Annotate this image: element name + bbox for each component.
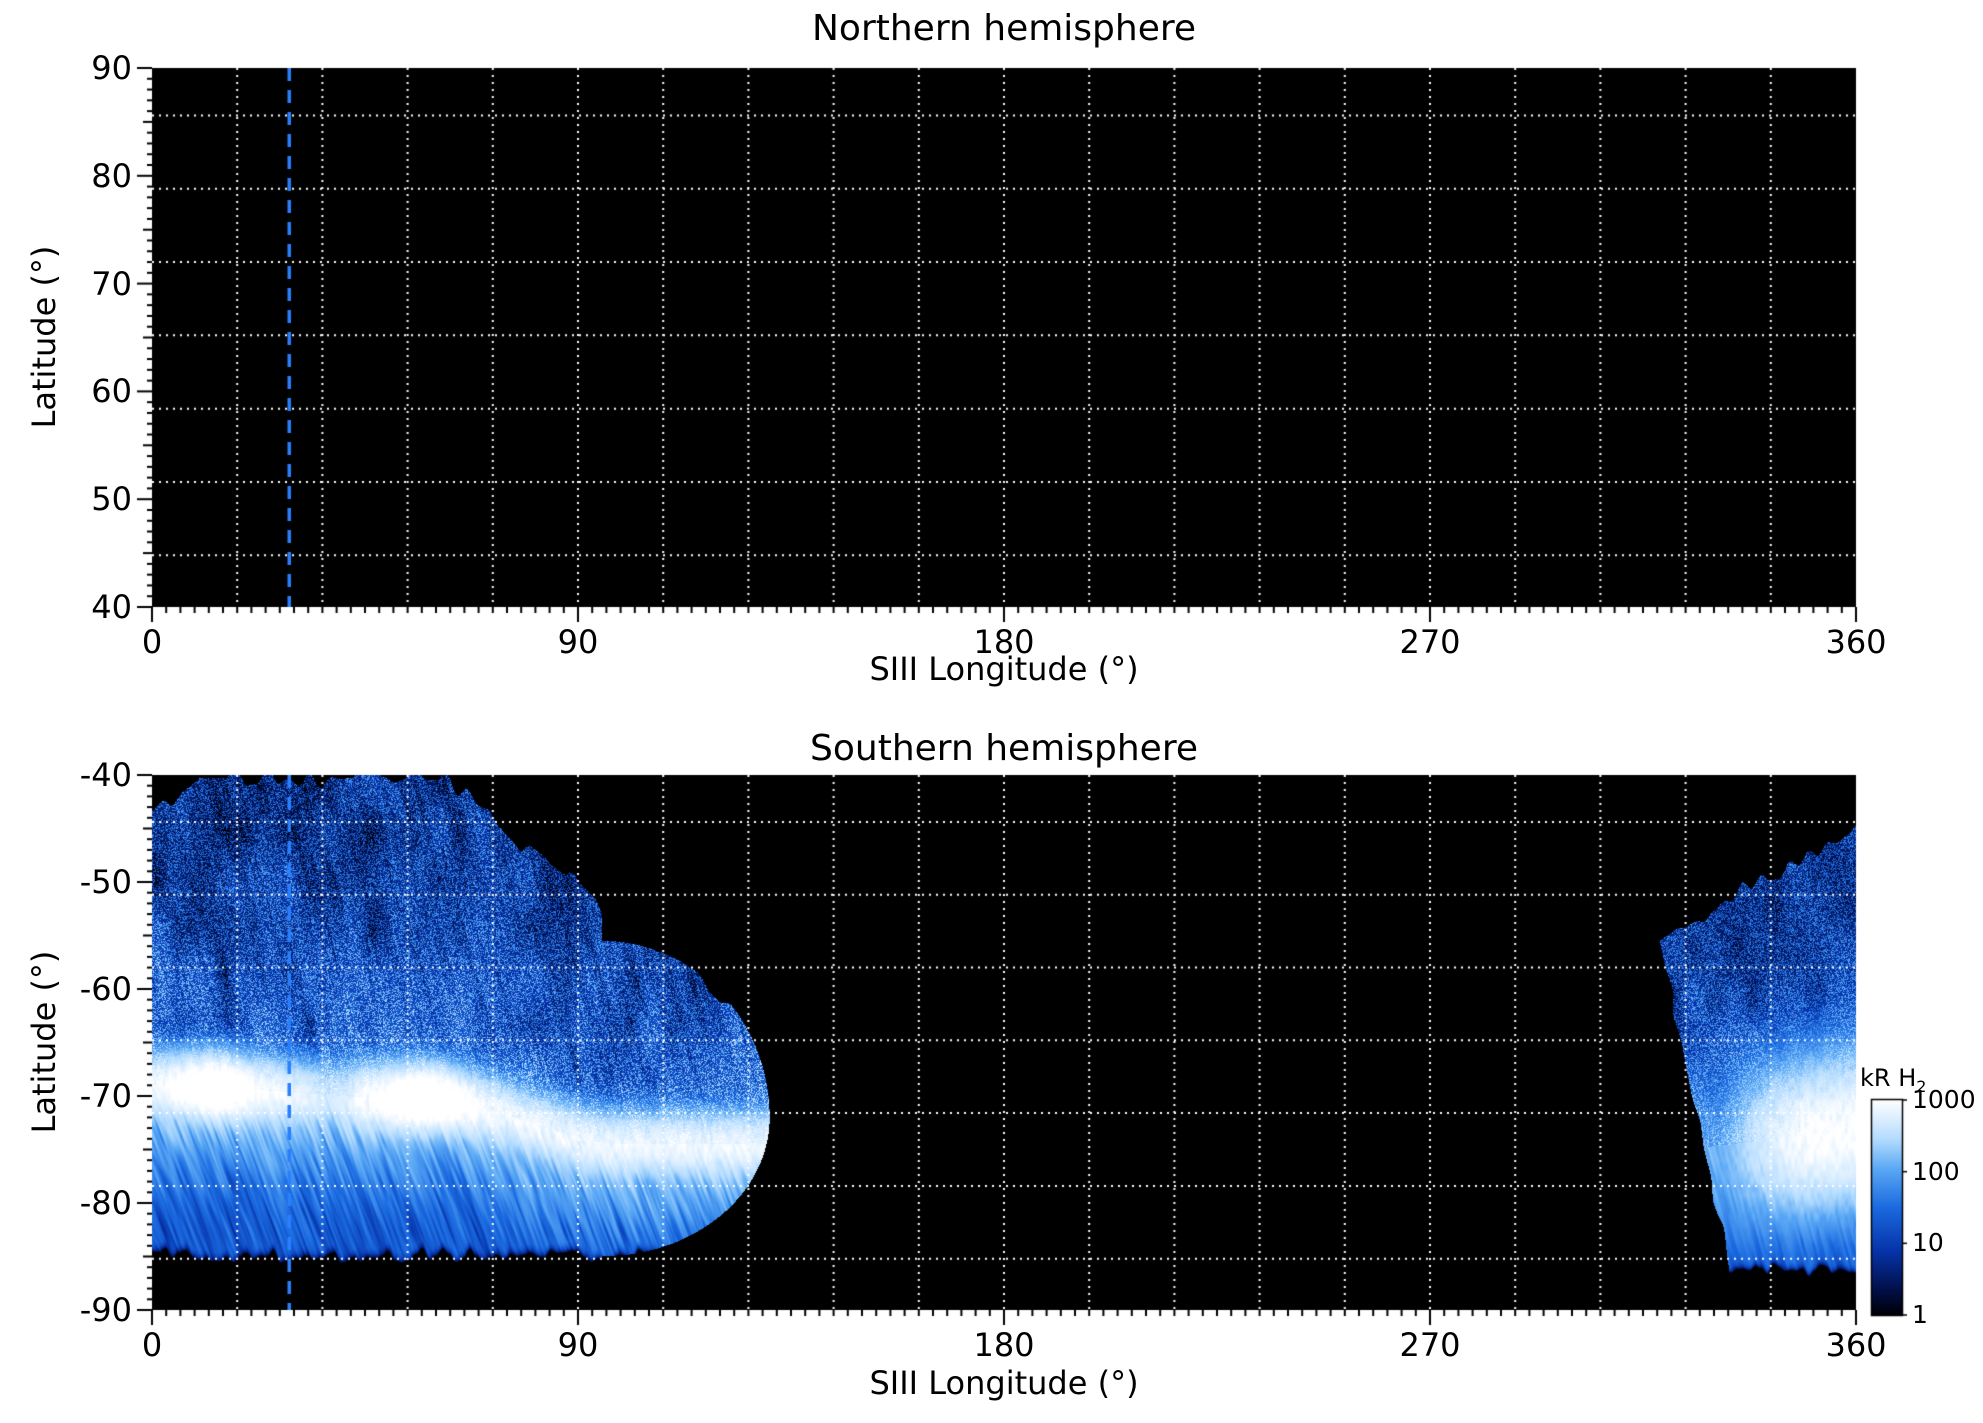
south-x-axis-label: SIII Longitude (°)	[869, 1364, 1139, 1402]
colorbar-unit-text: kR H	[1860, 1064, 1917, 1092]
south-y-axis-label: Latitude (°)	[25, 950, 63, 1134]
colorbar-unit-label: kR H2	[1860, 1064, 1926, 1096]
colorbar-unit-subscript: 2	[1916, 1076, 1927, 1096]
north-x-axis-label: SIII Longitude (°)	[869, 650, 1139, 688]
north-y-axis-label: Latitude (°)	[25, 245, 63, 429]
north-panel-title: Northern hemisphere	[811, 8, 1197, 49]
south-panel-title: Southern hemisphere	[810, 728, 1198, 769]
